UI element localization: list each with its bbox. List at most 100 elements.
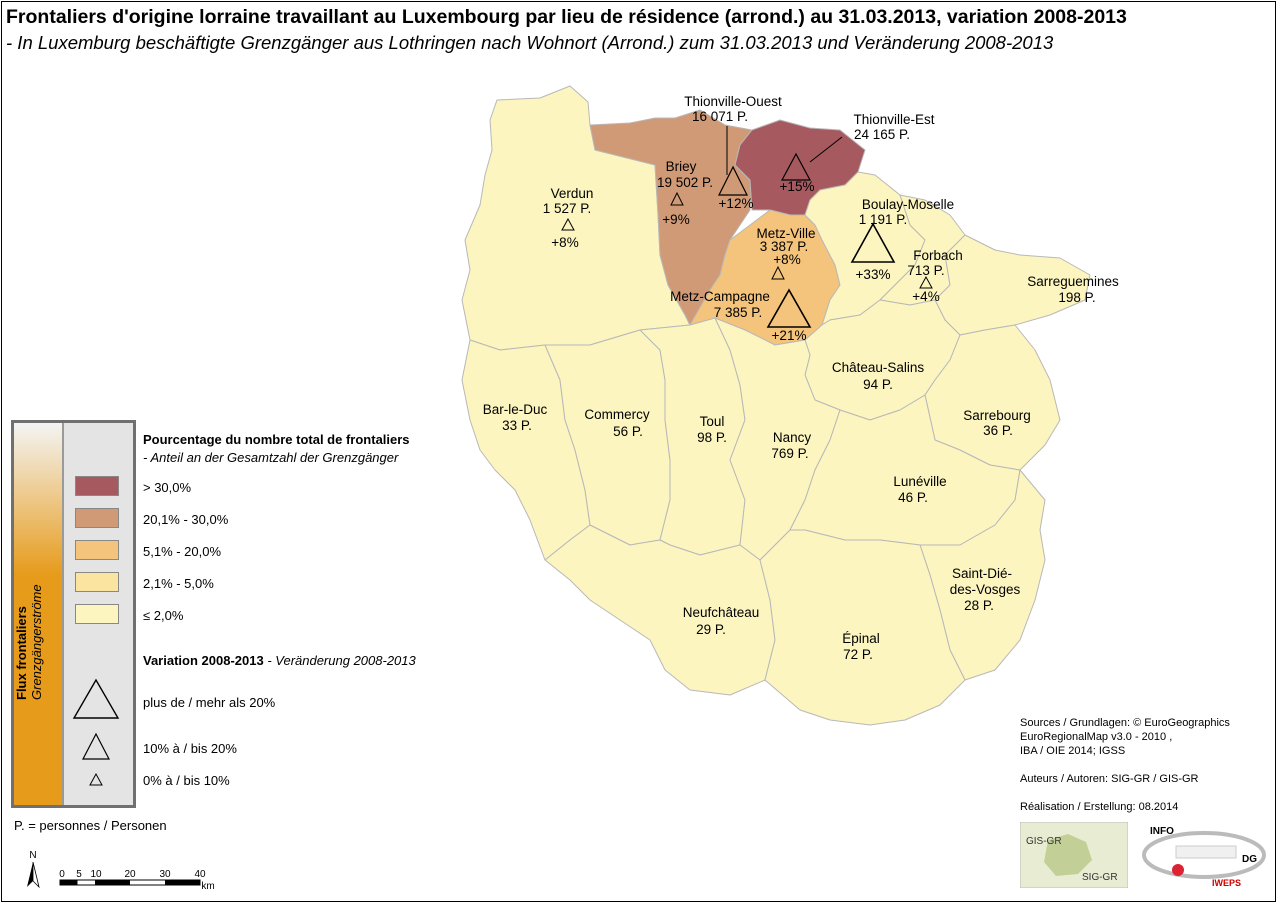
legend-bar-title-group: Flux frontaliers Grenzgängerströme [14,584,44,700]
north-arrow: N [27,850,40,889]
district-label-thionville-ouest: Thionville-Ouest [684,94,782,109]
svg-text:SIG-GR: SIG-GR [1082,872,1118,883]
svg-text:INFO: INFO [1150,826,1174,837]
north-label: N [29,850,36,861]
district-value-chateau-salins: 94 P. [863,377,893,392]
legend-swatch-2-5 [75,572,119,592]
scale-tick-0: 0 [59,869,65,880]
legend-bar-subtitle: Grenzgängerströme [29,584,44,700]
district-value-nancy: 769 P. [771,446,808,461]
leader-line-thionville-est [809,136,843,163]
district-change-thionville-est: +15% [780,179,815,194]
partner-logos: INFO DG IWEPS [1142,826,1266,888]
district-value-boulay-moselle: 1 191 P. [859,212,908,227]
district-value-sarrebourg: 36 P. [983,423,1013,438]
district-value-metz-ville: 3 387 P. [760,239,809,254]
legend-share-subtitle: - Anteil an der Gesamtzahl der Grenzgäng… [143,450,399,465]
scale-tick-40: 40 [194,869,206,880]
district-value-commercy: 56 P. [613,424,643,439]
district-label-toul: Toul [700,414,725,429]
authors-line: Auteurs / Autoren: SIG-GR / GIS-GR [1020,773,1199,785]
district-value-verdun: 1 527 P. [543,201,592,216]
district-label-neufchateau: Neufchâteau [683,605,760,620]
legend-label-2-5: 2,1% - 5,0% [143,576,214,591]
map-subtitle: - In Luxemburg beschäftigte Grenzgänger … [6,32,1054,53]
district-thionville-ouest[interactable] [589,109,753,326]
scale-tick-30: 30 [159,869,171,880]
legend-label-le2: ≤ 2,0% [143,608,184,623]
variation-triangle-boulay-moselle [850,222,896,263]
scale-tick-20: 20 [124,869,136,880]
svg-text:GIS-GR: GIS-GR [1026,836,1062,847]
district-label-nancy: Nancy [773,430,812,445]
abbreviation-note: P. = personnes / Personen [14,818,167,833]
legend-share-title: Pourcentage du nombre total de frontalie… [143,432,410,447]
sources-line-3: IBA / OIE 2014; IGSS [1020,745,1126,757]
district-value-briey: 19 502 P. [657,175,713,190]
district-value-neufchateau: 29 P. [696,622,726,637]
variation-triangle-thionville-ouest [718,165,748,196]
variation-triangle-metz-ville [771,265,785,280]
legend-triangle-medium [82,732,110,760]
sources-line-2: EuroRegionalMap v3.0 - 2010 , [1020,731,1173,743]
district-label-epinal: Épinal [842,631,880,646]
legend-swatch-20-30 [75,508,119,528]
district-value-toul: 98 P. [697,430,727,445]
district-change-thionville-ouest: +12% [719,196,754,211]
district-change-metz-campagne: +21% [772,328,807,343]
district-change-forbach: +4% [912,289,939,304]
variation-triangle-briey [670,191,684,206]
district-value-bar-le-duc: 33 P. [502,418,532,433]
legend-swatch-le2 [75,604,119,624]
scale-tick-5: 5 [76,869,82,880]
district-value-forbach: 713 P. [907,263,944,278]
legend-swatch-gt30 [75,476,119,496]
district-change-verdun: +8% [551,235,578,250]
district-label-boulay-moselle: Boulay-Moselle [862,197,954,212]
legend-variation-large-label: plus de / mehr als 20% [143,695,276,710]
district-value-saint-die: 28 P. [964,598,994,613]
legend-variation-medium-label: 10% à / bis 20% [143,741,237,756]
district-label-commercy: Commercy [584,407,650,422]
legend-label-5-20: 5,1% - 20,0% [143,544,222,559]
district-label-luneville: Lunéville [893,474,946,489]
district-label-chateau-salins: Château-Salins [832,360,925,375]
district-change-metz-ville: +8% [773,252,800,267]
variation-triangle-forbach [919,275,933,289]
legend-triangles [72,678,120,786]
district-value-thionville-est: 24 165 P. [854,127,910,142]
district-change-boulay-moselle: +33% [856,267,891,282]
legend-variation-small-label: 0% à / bis 10% [143,773,230,788]
legend-variation-subtitle: - Veränderung 2008-2013 [267,653,416,668]
scale-unit: km [201,881,214,892]
district-label-briey: Briey [666,159,697,174]
legend-variation-heading: Variation 2008-2013 - Veränderung 2008-2… [143,653,416,668]
variation-triangle-verdun [561,217,575,231]
svg-text:IWEPS: IWEPS [1212,878,1241,888]
sources-line-1: Sources / Grundlagen: © EuroGeographics [1020,717,1230,729]
district-label-saint-die-1: Saint-Dié- [952,566,1012,581]
district-change-briey: +9% [662,212,689,227]
legend-label-20-30: 20,1% - 30,0% [143,512,229,527]
legend-side-bar [14,423,64,805]
variation-triangle-thionville-est [780,152,812,181]
district-value-metz-campagne: 7 385 P. [714,305,763,320]
district-label-saint-die-2: des-Vosges [950,582,1021,597]
legend-label-gt30: > 30,0% [143,480,192,495]
district-label-forbach: Forbach [913,248,963,263]
district-value-luneville: 46 P. [898,490,928,505]
district-label-bar-le-duc: Bar-le-Duc [483,402,548,417]
district-label-metz-campagne: Metz-Campagne [670,289,770,304]
legend-triangle-large [72,678,120,719]
district-value-epinal: 72 P. [843,647,873,662]
svg-text:DG: DG [1242,854,1257,865]
scale-tick-10: 10 [90,869,102,880]
district-value-sarreguemines: 198 P. [1058,290,1095,305]
legend-bar-title: Flux frontaliers [14,606,29,700]
gis-gr-logo: GIS-GR SIG-GR [1020,822,1128,888]
legend-triangle-small [89,772,103,786]
map-title: Frontaliers d'origine lorraine travailla… [6,6,1127,28]
district-epinal[interactable] [759,529,966,726]
